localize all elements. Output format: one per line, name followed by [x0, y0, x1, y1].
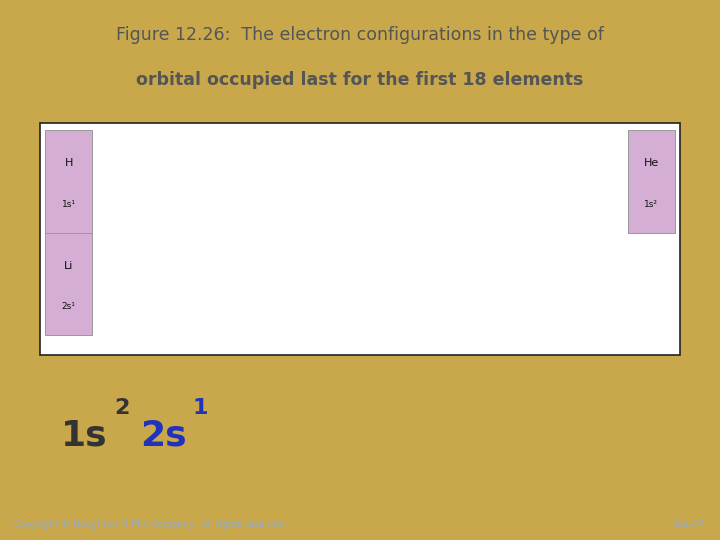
Text: Copyright © Houghton Mifflin Company.  All rights reserved.: Copyright © Houghton Mifflin Company. Al… — [14, 519, 288, 529]
Text: Figure 12.26:  The electron configurations in the type of: Figure 12.26: The electron configuration… — [116, 26, 604, 44]
Text: 2s: 2s — [140, 419, 187, 453]
Bar — [45, 233, 92, 335]
Text: 2s¹: 2s¹ — [62, 302, 76, 311]
Text: 2: 2 — [114, 397, 129, 417]
Text: Li: Li — [64, 261, 73, 271]
Text: 1: 1 — [193, 397, 209, 417]
Text: 1s: 1s — [61, 419, 108, 453]
Text: 12a–37: 12a–37 — [672, 519, 706, 529]
Text: 1s¹: 1s¹ — [62, 200, 76, 208]
Text: H: H — [65, 158, 73, 168]
Bar — [628, 131, 675, 233]
Bar — [40, 123, 680, 355]
Text: 1s²: 1s² — [644, 200, 658, 208]
Bar — [45, 131, 92, 233]
Text: orbital occupied last for the first 18 elements: orbital occupied last for the first 18 e… — [136, 71, 584, 89]
Text: He: He — [644, 158, 659, 168]
